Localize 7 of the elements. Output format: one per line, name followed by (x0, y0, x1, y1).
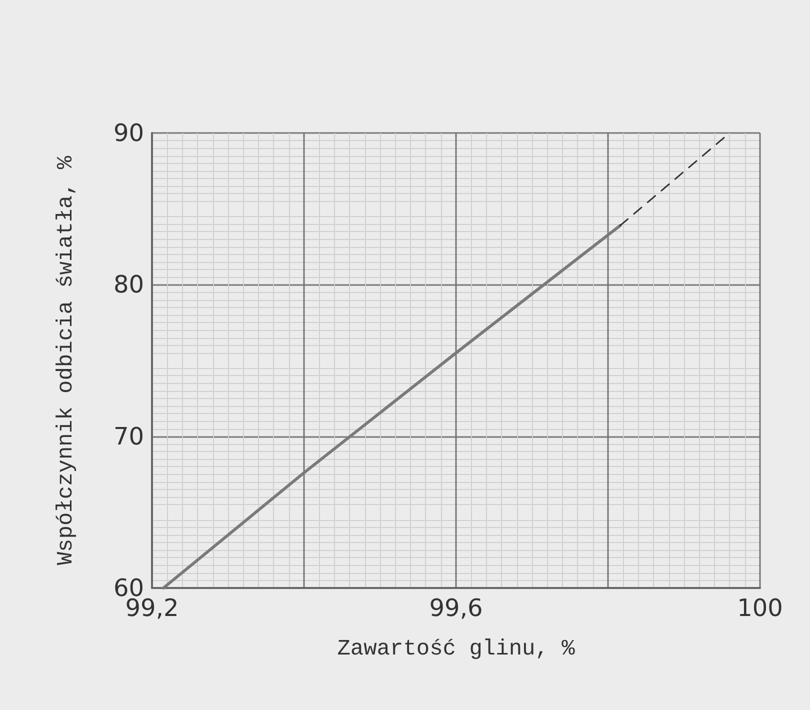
y-tick-label: 80 (113, 270, 144, 299)
y-tick-label: 90 (113, 119, 144, 147)
x-axis-title: Zawartość glinu, % (337, 636, 576, 662)
x-tick-label: 99,6 (429, 594, 483, 622)
y-tick-label: 70 (113, 422, 144, 450)
y-axis-title: Współczynnik odbicia światła, % (54, 155, 78, 566)
x-tick-label: 100 (737, 594, 783, 622)
